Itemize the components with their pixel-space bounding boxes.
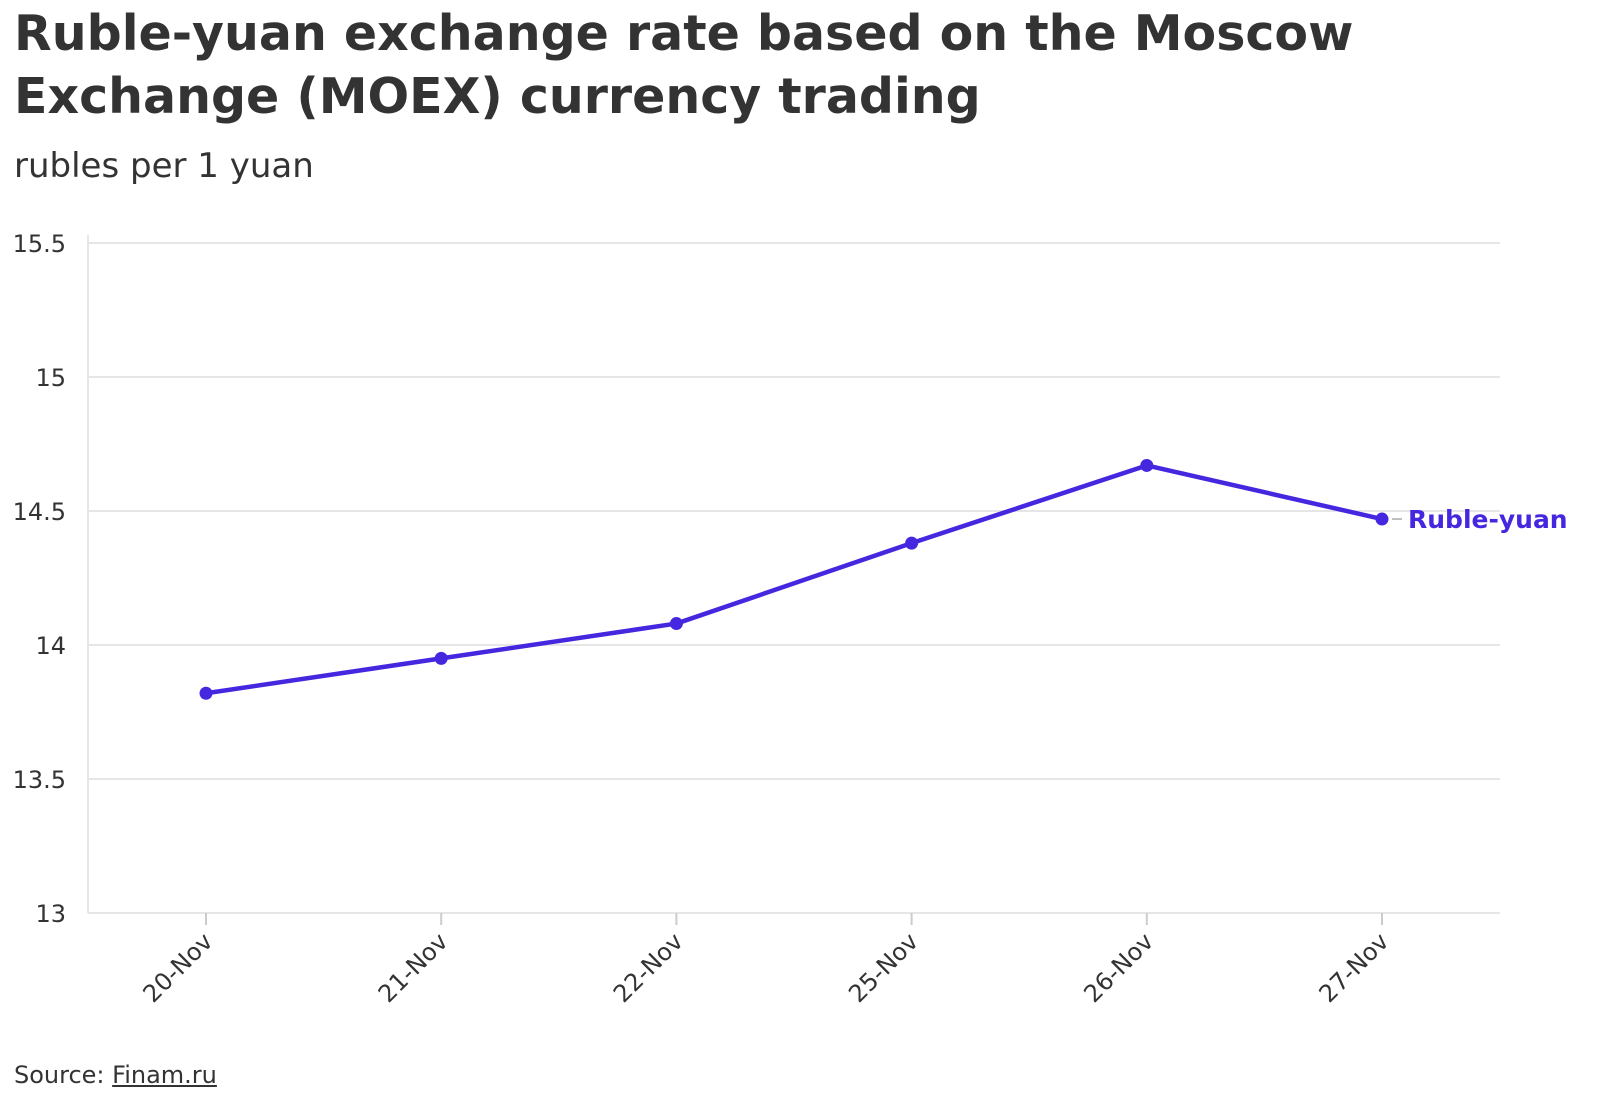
x-tick-label: 26-Nov [1078, 927, 1159, 1008]
data-point [1375, 512, 1389, 526]
chart-title: Ruble-yuan exchange rate based on the Mo… [14, 5, 1354, 125]
source-link[interactable]: Finam.ru [112, 1061, 217, 1089]
gridlines [88, 242, 1500, 914]
data-point [1140, 458, 1154, 472]
series-label: Ruble-yuan [1408, 505, 1568, 534]
data-point [199, 686, 213, 700]
source-note: Source: Finam.ru [14, 1060, 217, 1090]
x-tick-label: 20-Nov [138, 927, 219, 1008]
x-axis: 20-Nov 21-Nov 22-Nov 25-Nov 26-Nov 27-Nov [88, 912, 1500, 1008]
x-tick-label: 25-Nov [843, 927, 924, 1008]
series-group: Ruble-yuan [199, 458, 1568, 700]
series-line [203, 463, 1385, 696]
data-point [669, 617, 683, 631]
data-point [905, 536, 919, 550]
y-tick-label: 13.5 [13, 766, 66, 794]
y-tick-label: 15.5 [13, 230, 66, 258]
y-axis: 13 13.5 14 14.5 15 15.5 [13, 230, 89, 928]
y-tick-label: 14 [35, 632, 66, 660]
y-tick-label: 14.5 [13, 498, 66, 526]
x-tick-label: 22-Nov [608, 927, 689, 1008]
x-tick-label: 21-Nov [373, 927, 454, 1008]
source-label: Source: [14, 1061, 113, 1089]
x-tick-label: 27-Nov [1314, 927, 1395, 1008]
chart-subtitle: rubles per 1 yuan [14, 146, 314, 186]
y-tick-label: 15 [35, 364, 66, 392]
data-point [434, 651, 448, 665]
y-tick-label: 13 [35, 900, 66, 928]
